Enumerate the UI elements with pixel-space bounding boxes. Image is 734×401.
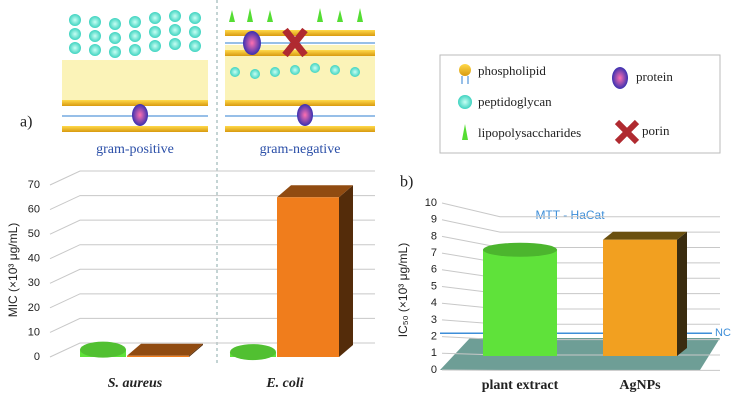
y-tick-label: 7 <box>431 247 437 259</box>
panel-label: a) <box>20 114 32 131</box>
grid-line <box>49 268 375 284</box>
y-tick-label: 1 <box>431 347 437 359</box>
y-tick-label: 0 <box>431 364 437 376</box>
y-tick-label: 8 <box>431 230 437 242</box>
legend-label: peptidoglycan <box>478 94 552 109</box>
bar <box>483 249 557 356</box>
grid-line <box>441 202 720 218</box>
grid-line <box>49 317 375 333</box>
bar-top <box>127 343 203 356</box>
x-tick-label: S. aureus <box>108 376 163 391</box>
y-tick-label: 60 <box>28 203 40 215</box>
x-tick-label: AgNPs <box>619 378 661 393</box>
grid-line <box>49 170 375 186</box>
legend-label: protein <box>636 69 673 84</box>
y-tick-label: 40 <box>28 253 40 265</box>
legend-label: porin <box>642 123 670 138</box>
bar <box>603 239 677 356</box>
x-tick-label: plant extract <box>482 378 559 393</box>
bar-side <box>339 185 353 357</box>
y-tick-label: 0 <box>34 351 40 363</box>
y-axis-title: IC₅₀ (×10³ μg/mL) <box>396 243 410 337</box>
bar-top <box>483 242 557 257</box>
panel-label: b) <box>400 174 413 191</box>
y-tick-label: 4 <box>431 297 437 309</box>
legend-label: phospholipid <box>478 63 546 78</box>
diagram: a) gram-positive gram-negative phospholi… <box>20 0 721 365</box>
y-tick-label: 70 <box>28 179 40 191</box>
y-tick-label: 30 <box>28 277 40 289</box>
legend-box <box>439 54 721 154</box>
bar-side <box>677 231 687 356</box>
annotation: MTT - HaCat <box>535 208 605 222</box>
y-tick-label: 10 <box>425 197 437 209</box>
grid-line <box>49 195 375 211</box>
y-tick-label: 10 <box>28 326 40 338</box>
bar <box>277 197 339 357</box>
y-axis-title: MIC (×10³ μg/mL) <box>6 223 20 318</box>
y-tick-label: 20 <box>28 302 40 314</box>
bar-top <box>230 344 276 361</box>
bar-top <box>80 341 126 358</box>
y-tick-label: 5 <box>431 280 437 292</box>
bar-side <box>189 343 203 357</box>
reference-label: NC <box>715 327 731 339</box>
y-tick-label: 9 <box>431 214 437 226</box>
y-tick-label: 3 <box>431 314 437 326</box>
grid-line <box>49 342 375 358</box>
y-tick-label: 6 <box>431 264 437 276</box>
grid-line <box>49 244 375 260</box>
y-tick-label: 50 <box>28 228 40 240</box>
bar-top <box>277 185 353 198</box>
x-tick-label: E. coli <box>265 376 303 391</box>
caption: gram-negative <box>260 142 341 157</box>
bar <box>127 355 189 357</box>
y-tick-label: 2 <box>431 331 437 343</box>
bar-top <box>603 231 687 240</box>
caption: gram-positive <box>96 142 174 157</box>
grid-line <box>49 293 375 309</box>
grid-line <box>49 219 375 235</box>
legend-label: lipopolysaccharides <box>478 125 581 140</box>
